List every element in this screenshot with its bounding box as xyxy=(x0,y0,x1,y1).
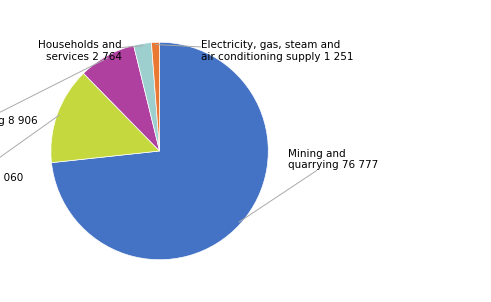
Wedge shape xyxy=(151,42,160,151)
Text: Mining and
quarrying 76 777: Mining and quarrying 76 777 xyxy=(239,149,378,222)
Text: Manufacturing 8 906: Manufacturing 8 906 xyxy=(0,58,108,126)
Wedge shape xyxy=(52,42,268,260)
Wedge shape xyxy=(83,45,160,151)
Text: Electricity, gas, steam and
air conditioning supply 1 251: Electricity, gas, steam and air conditio… xyxy=(156,40,354,62)
Wedge shape xyxy=(134,43,160,151)
Text: Households and
services 2 764: Households and services 2 764 xyxy=(38,40,143,62)
Wedge shape xyxy=(51,73,160,163)
Text: Construction 15 060: Construction 15 060 xyxy=(0,115,59,183)
